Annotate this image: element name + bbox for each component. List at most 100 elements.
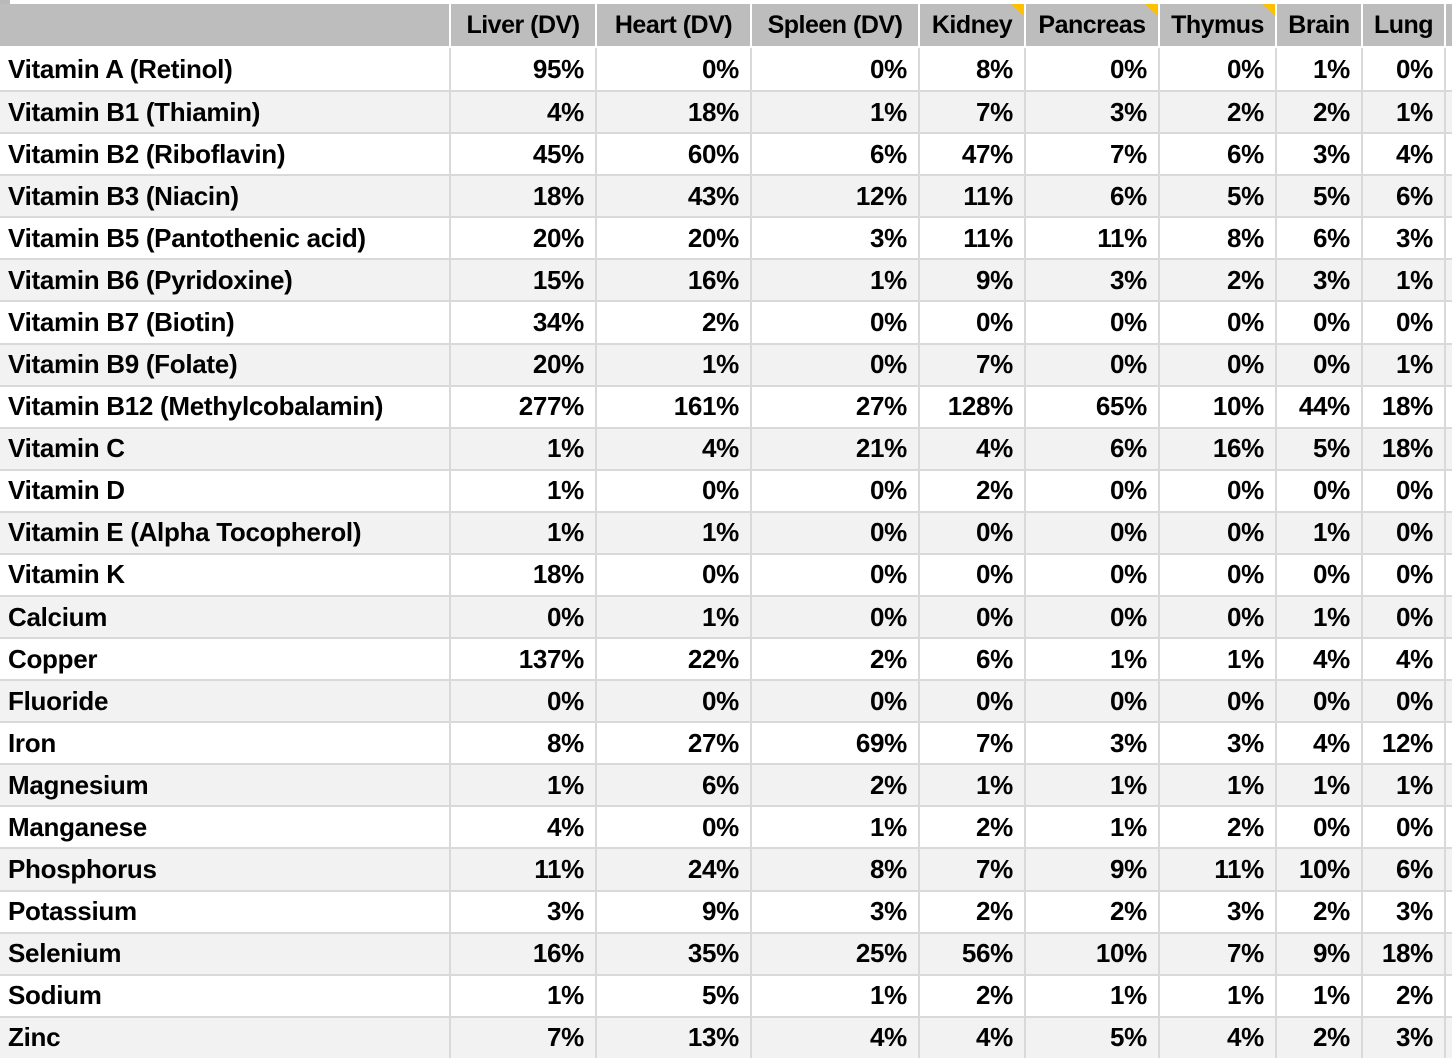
value-cell[interactable]: 1% <box>920 765 1024 806</box>
value-cell[interactable]: 0% <box>597 807 750 848</box>
row-label-cell-vitamin-k[interactable]: Vitamin K <box>0 554 449 596</box>
value-cell[interactable]: 0% <box>752 48 918 91</box>
row-label-cell-selenium[interactable]: Selenium <box>0 933 449 974</box>
value-cell[interactable]: 0% <box>1363 554 1444 596</box>
value-cell[interactable]: 0% <box>920 512 1024 553</box>
value-cell[interactable]: 2% <box>1026 891 1158 932</box>
value-cell[interactable]: 0% <box>451 597 595 638</box>
value-cell[interactable]: 35% <box>597 933 750 974</box>
value-cell[interactable]: 1% <box>1363 260 1444 301</box>
value-cell[interactable]: 0% <box>1026 681 1158 722</box>
value-cell[interactable]: 0% <box>451 681 595 722</box>
value-cell[interactable]: 6% <box>1363 176 1444 217</box>
value-cell[interactable]: 137% <box>451 639 595 680</box>
value-cell[interactable]: 9% <box>1026 849 1158 890</box>
value-cell[interactable]: 0% <box>1160 470 1275 511</box>
value-cell[interactable]: 0% <box>1160 681 1275 722</box>
value-cell[interactable]: 4% <box>920 428 1024 469</box>
value-cell[interactable]: 47% <box>920 134 1024 175</box>
value-cell[interactable]: 18% <box>1363 386 1444 427</box>
value-cell[interactable]: 3% <box>1277 134 1361 175</box>
row-label-cell-vitamin-b12-methylcobalamin[interactable]: Vitamin B12 (Methylcobalamin) <box>0 386 449 427</box>
value-cell[interactable]: 3% <box>1277 260 1361 301</box>
value-cell[interactable]: 0% <box>1277 470 1361 511</box>
value-cell[interactable]: 0% <box>752 470 918 511</box>
value-cell[interactable]: 4% <box>1160 1017 1275 1058</box>
value-cell[interactable]: 16% <box>1160 428 1275 469</box>
value-cell[interactable]: 25% <box>752 933 918 974</box>
value-cell[interactable]: 0% <box>920 302 1024 343</box>
value-cell[interactable]: 0% <box>1160 302 1275 343</box>
value-cell[interactable]: 1% <box>752 975 918 1016</box>
value-cell[interactable]: 9% <box>597 891 750 932</box>
row-label-cell-vitamin-d[interactable]: Vitamin D <box>0 470 449 511</box>
value-cell[interactable]: 5% <box>1277 176 1361 217</box>
value-cell[interactable]: 60% <box>597 134 750 175</box>
value-cell[interactable]: 0% <box>1160 344 1275 385</box>
value-cell[interactable]: 7% <box>1026 134 1158 175</box>
value-cell[interactable]: 277% <box>451 386 595 427</box>
value-cell[interactable]: 1% <box>1026 807 1158 848</box>
value-cell[interactable]: 4% <box>451 807 595 848</box>
value-cell[interactable]: 6% <box>920 639 1024 680</box>
value-cell[interactable]: 0% <box>920 554 1024 596</box>
column-header-liver-dv[interactable]: Liver (DV) <box>451 4 595 46</box>
value-cell[interactable]: 0% <box>1277 807 1361 848</box>
value-cell[interactable]: 1% <box>752 807 918 848</box>
value-cell[interactable]: 18% <box>451 176 595 217</box>
value-cell[interactable]: 21% <box>752 428 918 469</box>
value-cell[interactable]: 11% <box>1160 849 1275 890</box>
value-cell[interactable]: 0% <box>1363 302 1444 343</box>
value-cell[interactable]: 4% <box>1363 134 1444 175</box>
value-cell[interactable]: 2% <box>1363 975 1444 1016</box>
value-cell[interactable]: 6% <box>1026 428 1158 469</box>
value-cell[interactable]: 3% <box>1026 260 1158 301</box>
value-cell[interactable]: 1% <box>1026 765 1158 806</box>
value-cell[interactable]: 3% <box>1160 723 1275 764</box>
row-label-cell-vitamin-b6-pyridoxine[interactable]: Vitamin B6 (Pyridoxine) <box>0 260 449 301</box>
value-cell[interactable]: 0% <box>597 554 750 596</box>
value-cell[interactable]: 56% <box>920 933 1024 974</box>
value-cell[interactable]: 128% <box>920 386 1024 427</box>
value-cell[interactable]: 20% <box>451 218 595 259</box>
value-cell[interactable]: 0% <box>1160 512 1275 553</box>
value-cell[interactable]: 8% <box>451 723 595 764</box>
value-cell[interactable]: 3% <box>752 891 918 932</box>
value-cell[interactable]: 0% <box>1026 554 1158 596</box>
value-cell[interactable]: 1% <box>451 512 595 553</box>
row-label-cell-phosphorus[interactable]: Phosphorus <box>0 849 449 890</box>
value-cell[interactable]: 18% <box>1363 933 1444 974</box>
value-cell[interactable]: 7% <box>920 723 1024 764</box>
value-cell[interactable]: 2% <box>1160 92 1275 133</box>
column-header-brain[interactable]: Brain <box>1277 4 1361 46</box>
value-cell[interactable]: 0% <box>597 48 750 91</box>
value-cell[interactable]: 8% <box>752 849 918 890</box>
row-label-cell-vitamin-b1-thiamin[interactable]: Vitamin B1 (Thiamin) <box>0 92 449 133</box>
value-cell[interactable]: 2% <box>1160 807 1275 848</box>
value-cell[interactable]: 3% <box>1160 891 1275 932</box>
column-header-kidney[interactable]: Kidney <box>920 4 1024 46</box>
value-cell[interactable]: 1% <box>752 260 918 301</box>
column-header-row-labels[interactable] <box>0 4 449 46</box>
value-cell[interactable]: 0% <box>1363 597 1444 638</box>
value-cell[interactable]: 8% <box>1160 218 1275 259</box>
value-cell[interactable]: 5% <box>1026 1017 1158 1058</box>
value-cell[interactable]: 0% <box>1026 344 1158 385</box>
row-label-cell-potassium[interactable]: Potassium <box>0 891 449 932</box>
value-cell[interactable]: 1% <box>1363 765 1444 806</box>
row-label-cell-vitamin-a-retinol[interactable]: Vitamin A (Retinol) <box>0 48 449 91</box>
value-cell[interactable]: 4% <box>1277 723 1361 764</box>
value-cell[interactable]: 4% <box>920 1017 1024 1058</box>
value-cell[interactable]: 1% <box>597 344 750 385</box>
value-cell[interactable]: 1% <box>1277 765 1361 806</box>
value-cell[interactable]: 4% <box>1363 639 1444 680</box>
value-cell[interactable]: 4% <box>597 428 750 469</box>
value-cell[interactable]: 1% <box>597 597 750 638</box>
value-cell[interactable]: 2% <box>920 470 1024 511</box>
value-cell[interactable]: 6% <box>1160 134 1275 175</box>
value-cell[interactable]: 11% <box>451 849 595 890</box>
row-label-cell-vitamin-b5-pantothenic-acid[interactable]: Vitamin B5 (Pantothenic acid) <box>0 218 449 259</box>
value-cell[interactable]: 8% <box>920 48 1024 91</box>
row-label-cell-iron[interactable]: Iron <box>0 723 449 764</box>
value-cell[interactable]: 18% <box>451 554 595 596</box>
